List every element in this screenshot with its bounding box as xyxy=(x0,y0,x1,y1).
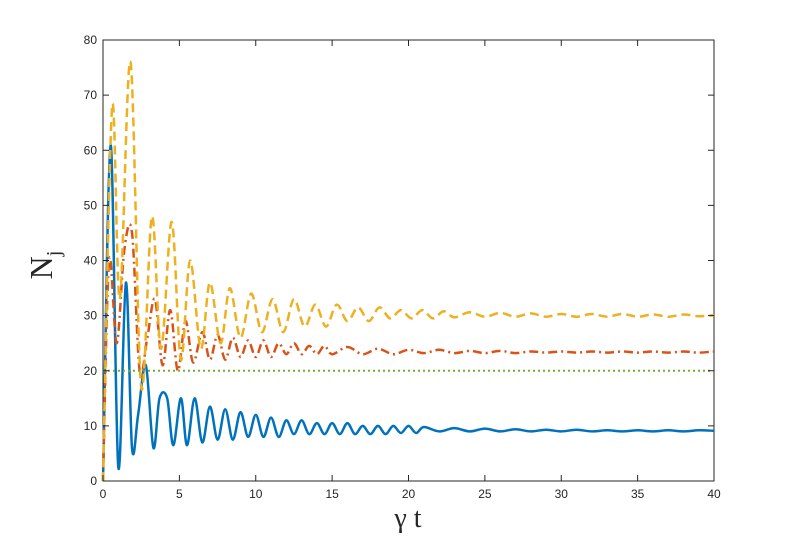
y-tick-label: 0 xyxy=(90,474,97,488)
x-tick-label: 10 xyxy=(249,487,263,501)
y-tick-label: 10 xyxy=(84,419,98,433)
y-axis-label-sub: j xyxy=(43,251,65,258)
x-tick-label: 5 xyxy=(176,487,183,501)
ticks-layer: 0 5 10 15 20 25 30 35 40 0 10 20 30 40 50 60 70 80 xyxy=(84,33,721,501)
y-tick-label: 40 xyxy=(84,254,98,268)
plot-area xyxy=(102,39,715,482)
x-tick-label: 35 xyxy=(631,487,645,501)
x-tick-label: 15 xyxy=(325,487,339,501)
y-tick-label: 80 xyxy=(84,33,98,47)
y-tick-label: 30 xyxy=(84,309,98,323)
y-tick-label: 60 xyxy=(84,143,98,157)
series-line-solid-blue xyxy=(101,143,715,482)
y-axis-label-main: N xyxy=(23,256,59,279)
x-tick-label: 20 xyxy=(402,487,416,501)
x-tick-label: 0 xyxy=(100,487,107,501)
y-tick-label: 70 xyxy=(84,88,98,102)
series-line-dashed-yellow xyxy=(101,60,715,482)
y-axis-label: Nj xyxy=(23,251,65,280)
series-layer xyxy=(101,60,715,482)
x-axis-label: γ t xyxy=(393,503,421,534)
y-tick-label: 50 xyxy=(84,198,98,212)
x-tick-label: 40 xyxy=(707,487,721,501)
x-tick-label: 25 xyxy=(478,487,492,501)
x-tick-label: 30 xyxy=(555,487,569,501)
y-tick-label: 20 xyxy=(84,364,98,378)
